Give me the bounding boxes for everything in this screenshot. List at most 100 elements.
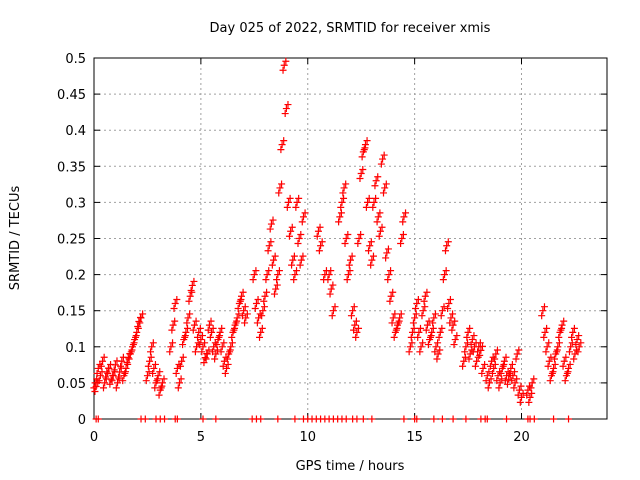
data-point <box>171 299 179 307</box>
data-point <box>512 355 520 363</box>
data-point <box>409 319 417 327</box>
data-point <box>160 375 168 383</box>
data-point <box>224 360 232 368</box>
data-point <box>314 227 322 235</box>
data-point <box>545 339 553 347</box>
data-point <box>358 153 366 161</box>
y-tick-label: 0.25 <box>57 233 86 248</box>
data-point <box>391 310 399 318</box>
data-point <box>383 249 391 257</box>
data-point <box>205 321 213 329</box>
data-point <box>201 339 209 347</box>
data-point <box>232 319 240 327</box>
x-tick-label: 10 <box>299 430 316 445</box>
data-point <box>154 372 162 380</box>
y-tick-label: 0 <box>78 413 86 428</box>
data-point <box>282 57 290 65</box>
data-point <box>476 351 484 359</box>
data-point <box>196 324 204 332</box>
data-point <box>195 328 203 336</box>
data-point <box>132 333 140 341</box>
y-tick-label: 0.3 <box>65 196 86 211</box>
data-point <box>212 350 220 358</box>
data-point <box>337 209 345 217</box>
data-points <box>90 57 585 423</box>
data-point <box>515 346 523 354</box>
data-point <box>286 194 294 202</box>
data-point <box>562 353 570 361</box>
data-point <box>218 324 226 332</box>
data-point <box>96 372 104 380</box>
data-point <box>285 198 293 206</box>
data-point <box>179 353 187 361</box>
data-point <box>427 333 435 341</box>
data-point <box>553 348 561 356</box>
data-point <box>102 373 110 381</box>
data-point <box>441 247 449 255</box>
data-point <box>431 310 439 318</box>
data-point <box>342 235 350 242</box>
y-tick-label: 0.05 <box>57 377 86 392</box>
data-point <box>373 218 381 226</box>
data-point <box>399 218 407 226</box>
zero-data-point <box>413 415 421 423</box>
data-point <box>151 384 159 392</box>
data-point <box>183 319 191 327</box>
data-point <box>155 391 163 399</box>
data-point <box>525 398 533 406</box>
data-point <box>273 276 281 284</box>
data-point <box>397 310 405 318</box>
data-point <box>355 235 363 242</box>
zero-data-point <box>353 415 361 423</box>
data-point <box>519 389 527 397</box>
data-point <box>236 297 244 305</box>
zero-data-point <box>438 415 446 423</box>
data-point <box>381 184 389 192</box>
y-tick-label: 0.45 <box>57 88 86 103</box>
data-point <box>270 256 278 264</box>
x-tick-label: 15 <box>406 430 423 445</box>
data-point <box>464 328 472 336</box>
data-point <box>213 341 221 349</box>
zero-data-point <box>449 415 457 423</box>
data-point <box>220 339 228 347</box>
data-point <box>235 310 243 318</box>
data-point <box>481 360 489 368</box>
data-point <box>168 326 176 334</box>
axis-ticks: 0 5 10 15 20 0 0.05 0.1 0.15 0.2 0.25 0.3 0.35 0.4 0.4… <box>57 52 607 445</box>
data-point <box>284 101 292 109</box>
data-point <box>143 372 151 380</box>
data-point <box>362 203 370 211</box>
data-point <box>228 339 236 347</box>
data-point <box>278 141 286 149</box>
data-point <box>294 240 302 247</box>
data-point <box>575 343 583 351</box>
data-point <box>408 339 416 347</box>
data-point <box>382 254 390 262</box>
data-point <box>423 321 431 329</box>
data-point <box>424 341 432 349</box>
data-point <box>288 261 296 269</box>
data-point <box>367 238 375 246</box>
zero-data-point <box>550 415 558 423</box>
data-point <box>228 333 236 341</box>
data-point <box>568 333 576 341</box>
data-point <box>407 333 415 341</box>
data-point <box>551 355 558 363</box>
zero-data-point <box>161 415 169 423</box>
data-point <box>295 194 303 202</box>
data-point <box>290 252 298 260</box>
data-point <box>137 314 145 322</box>
data-point <box>313 232 321 240</box>
zero-data-point <box>342 415 350 423</box>
data-point <box>223 364 231 372</box>
data-point <box>575 332 583 340</box>
data-point <box>438 324 446 332</box>
data-point <box>275 189 283 197</box>
data-point <box>540 333 548 341</box>
data-point <box>464 339 472 347</box>
data-point <box>167 343 175 351</box>
data-point <box>329 307 337 315</box>
data-point <box>470 332 478 340</box>
